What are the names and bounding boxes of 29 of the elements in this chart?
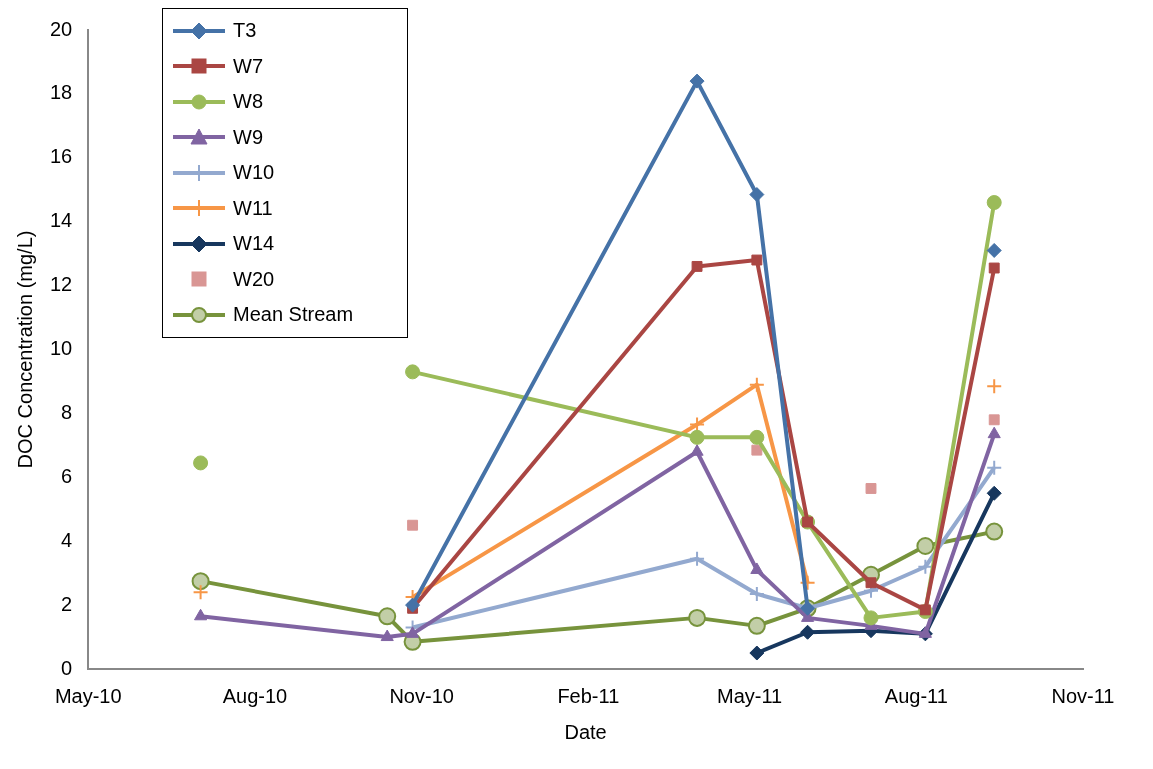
y-tick-label: 14	[50, 209, 73, 232]
legend-label: T3	[233, 19, 257, 43]
y-tick-label: 4	[61, 528, 73, 551]
y-tick-label: 16	[50, 145, 73, 168]
legend-label: W9	[233, 125, 263, 149]
y-tick-label: 10	[50, 337, 73, 360]
legend-label: Mean Stream	[233, 303, 354, 327]
x-tick-label: Aug-10	[222, 684, 288, 707]
y-tick-label: 0	[61, 656, 73, 679]
legend-label: W20	[233, 267, 275, 291]
legend-label: W10	[233, 161, 275, 185]
x-tick-label: Nov-11	[1051, 684, 1115, 707]
legend-label: W14	[233, 232, 275, 256]
x-axis-title: Date	[564, 720, 607, 743]
legend-label: W7	[233, 54, 263, 78]
legend-label: W8	[233, 90, 263, 114]
y-tick-label: 20	[50, 17, 73, 40]
y-tick-label: 6	[61, 464, 73, 487]
x-tick-label: May-11	[716, 684, 783, 707]
x-tick-label: May-10	[54, 684, 122, 707]
y-tick-label: 18	[50, 81, 73, 104]
y-tick-label: 2	[61, 592, 73, 615]
y-tick-label: 8	[61, 400, 73, 423]
legend-label: W11	[233, 196, 273, 220]
x-tick-label: Aug-11	[884, 684, 948, 707]
y-axis-title: DOC Concentration (mg/L)	[13, 230, 36, 469]
x-tick-label: Nov-10	[389, 684, 454, 707]
x-tick-label: Feb-11	[557, 684, 620, 707]
y-tick-label: 12	[50, 273, 73, 296]
